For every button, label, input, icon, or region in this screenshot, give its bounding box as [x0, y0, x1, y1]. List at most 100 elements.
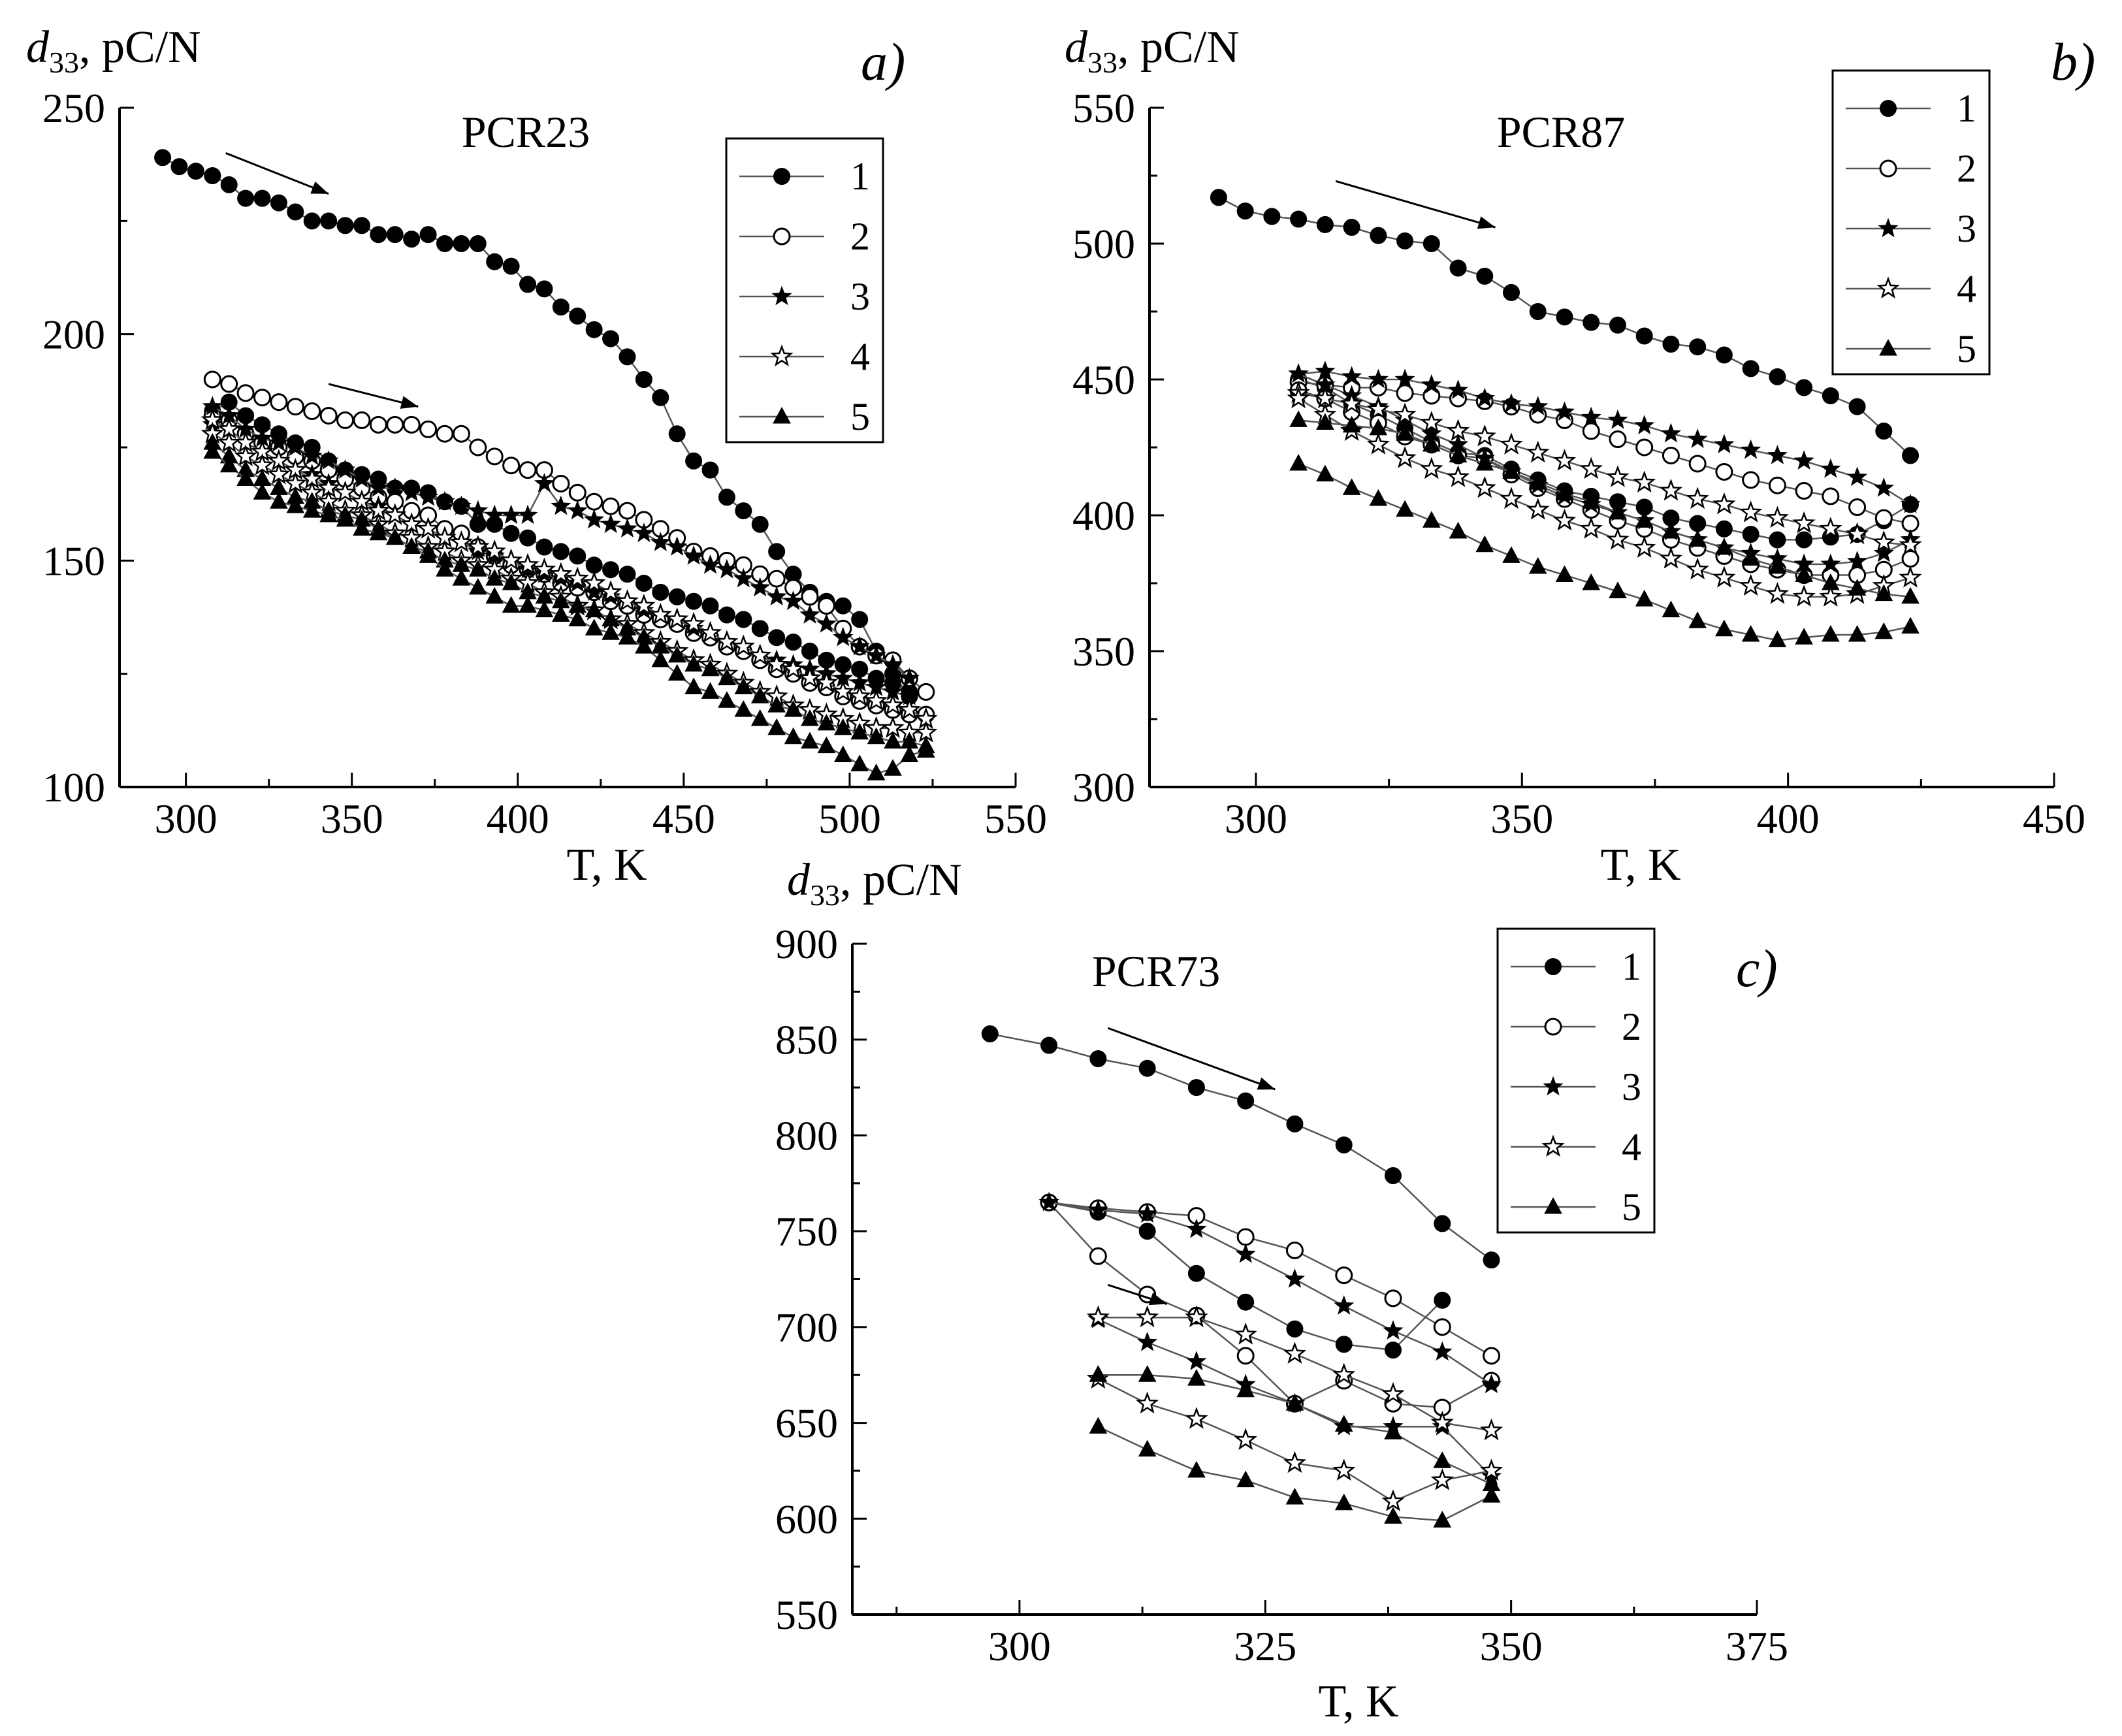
panel-b-data-point [1526, 440, 1550, 463]
panel-b-series-line [1298, 373, 1911, 566]
panel-a-data-point [849, 635, 870, 656]
panel-a-data-point [419, 226, 437, 244]
panel-a-data-point [517, 504, 538, 524]
panel-c-data-point [1334, 1493, 1353, 1511]
panel-b-x-tick-label: 300 [1225, 796, 1287, 842]
panel-a-data-point [516, 553, 539, 575]
panel-c-data-point [1236, 1347, 1255, 1365]
panel-a-data-point [270, 393, 288, 411]
panel-a-data-point [449, 530, 474, 553]
panel-a-data-point [833, 745, 852, 762]
panel-a-data-point [682, 611, 705, 634]
panel-c-ylabel-sub: 33 [810, 878, 840, 912]
panel-b-data-point [1767, 445, 1788, 464]
panel-b-data-point [1662, 521, 1680, 539]
panel-c-y-tick-label: 600 [775, 1496, 838, 1542]
panel-b-data-point [1500, 432, 1523, 455]
panel-b-legend: 1 2 3 4 5 [1831, 69, 1991, 376]
panel-b-data-point [1503, 283, 1520, 301]
panel-c-data-point [1430, 1468, 1454, 1490]
panel-a-data-point [154, 149, 172, 167]
panel-b-data-point [1635, 589, 1654, 607]
panel-b-data-point [1552, 508, 1577, 531]
panel-a-data-point [270, 194, 287, 212]
panel-c-data-point [1237, 1092, 1255, 1110]
panel-b-data-point [1582, 573, 1601, 590]
panel-a-data-point [485, 447, 504, 466]
panel-a-data-point [567, 500, 588, 520]
panel-a-data-point [734, 700, 753, 717]
panel-b-data-point [1449, 445, 1468, 462]
panel-b-series-5 [1289, 410, 1920, 604]
panel-c-title: PCR73 [1092, 946, 1221, 996]
panel-a-data-point [650, 532, 671, 551]
panel-a-data-point [718, 489, 735, 506]
panel-b-data-point [1423, 387, 1441, 405]
panel-b-series-line [1298, 462, 1911, 641]
panel-b-data-point [1848, 398, 1866, 415]
panel-c-legend-marker [1541, 1134, 1565, 1157]
panel-c-data-point [1136, 1391, 1159, 1414]
panel-a-data-point [731, 634, 756, 657]
panel-a-ylabel-sub: 33 [49, 46, 79, 79]
panel-c-legend-marker [1544, 1018, 1562, 1036]
panel-a-data-point [318, 450, 339, 470]
panel-b-data-point [1340, 391, 1364, 414]
panel-a-data-point [237, 189, 255, 207]
panel-a-data-point [718, 606, 735, 624]
panel-c-series-line [1097, 1426, 1492, 1522]
panel-a-legend-marker [773, 406, 791, 424]
panel-a-data-point [451, 495, 472, 515]
panel-b-data-point [1316, 464, 1334, 482]
panel-a-data-point [253, 483, 272, 500]
panel-b-data-point [1822, 387, 1839, 404]
panel-b-data-point [1473, 475, 1496, 498]
panel-b-legend-label: 2 [1957, 147, 1976, 190]
panel-a-data-point [801, 588, 819, 606]
panel-b-marks: 300 350 400 450 300 350 400 450 500 550 1 2 3 4 5 [1072, 69, 2085, 842]
panel-c-data-point [1185, 1305, 1208, 1328]
panel-a-data-point [436, 235, 453, 252]
panel-b-data-point [1288, 363, 1309, 383]
panel-a-trend-arrow [225, 152, 329, 195]
panel-c-label: c) [1736, 939, 1778, 998]
panel-a-data-point [667, 664, 686, 681]
panel-b-data-point [1686, 557, 1709, 580]
panel-b-data-point [1741, 549, 1760, 566]
panel-a-data-point [684, 677, 703, 694]
panel-a-data-point [617, 518, 638, 538]
panel-a-data-point [286, 496, 305, 513]
panel-a-data-point [848, 684, 871, 707]
panel-a-data-point [917, 683, 935, 701]
panel-b-data-point [1474, 387, 1495, 408]
panel-a-label: a) [861, 32, 905, 91]
panel-a-data-point [285, 436, 306, 457]
panel-a-data-point [220, 176, 238, 193]
panel-b-data-point [1769, 531, 1786, 549]
panel-b-data-point [1820, 458, 1841, 478]
panel-b-data-point [1366, 397, 1391, 419]
panel-b-data-point [1901, 587, 1920, 604]
panel-a-data-point [602, 330, 620, 347]
panel-a-data-point [882, 654, 903, 674]
panel-b-data-point [1715, 538, 1733, 555]
panel-c-data-point [1285, 1241, 1304, 1259]
panel-b-data-point [1739, 573, 1763, 596]
panel-c-data-point [1040, 1037, 1058, 1054]
panel-c-legend-marker [1544, 1197, 1562, 1214]
panel-a-data-point [851, 611, 869, 628]
panel-c-y-tick-label: 700 [775, 1304, 838, 1351]
panel-b-data-point [1422, 511, 1441, 528]
panel-c-data-point [1479, 1418, 1503, 1441]
panel-a-data-point [585, 619, 603, 635]
panel-b-data-point [1342, 478, 1361, 495]
panel-b-y-tick-label: 500 [1072, 221, 1135, 267]
panel-a-data-point [735, 502, 752, 520]
panel-b-legend-marker [1878, 217, 1899, 238]
panel-a-data-point [718, 691, 736, 708]
panel-a-data-point [817, 736, 836, 754]
panel-a-data-point [733, 568, 754, 588]
panel-b-data-point [1500, 487, 1523, 509]
panel-b-data-point [1765, 582, 1789, 604]
panel-c-data-point [1334, 1415, 1353, 1432]
